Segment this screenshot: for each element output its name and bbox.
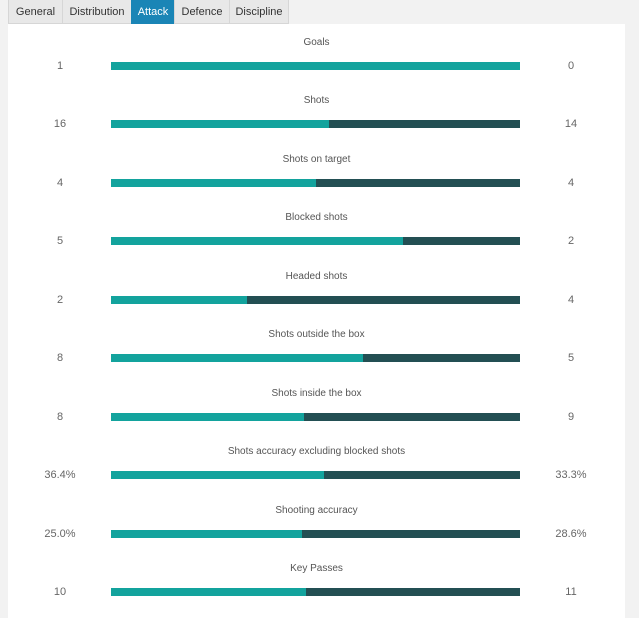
stat-row-blocked-shots: Blocked shots 5 2 — [8, 199, 625, 257]
home-value: 8 — [56, 352, 64, 364]
comparison-bar — [111, 237, 520, 245]
comparison-bar — [111, 296, 520, 304]
home-value: 4 — [56, 177, 64, 189]
comparison-bar — [111, 471, 520, 479]
attack-stats-panel: Goals 1 0 Shots 16 14 Shots on target 4 … — [8, 24, 625, 618]
away-value: 9 — [567, 411, 575, 423]
tab-general[interactable]: General — [8, 0, 63, 24]
home-share-fill — [111, 588, 306, 596]
stat-label: Shots inside the box — [271, 388, 362, 399]
stat-row-shooting-accuracy: Shooting accuracy 25.0% 28.6% — [8, 492, 625, 550]
home-share-fill — [111, 179, 316, 187]
comparison-bar — [111, 120, 520, 128]
comparison-bar — [111, 530, 520, 538]
home-share-fill — [111, 120, 329, 128]
home-value: 10 — [53, 586, 67, 598]
away-value: 28.6% — [555, 528, 587, 540]
tab-attack[interactable]: Attack — [131, 0, 175, 24]
stat-label: Blocked shots — [285, 212, 348, 223]
stats-tab-bar: General Distribution Attack Defence Disc… — [8, 0, 289, 24]
tab-distribution[interactable]: Distribution — [62, 0, 132, 24]
stat-row-shots: Shots 16 14 — [8, 82, 625, 140]
stat-label: Shots — [303, 95, 330, 106]
home-share-fill — [111, 471, 325, 479]
stat-label: Goals — [303, 37, 330, 48]
home-value: 1 — [56, 60, 64, 72]
home-value: 5 — [56, 235, 64, 247]
comparison-bar — [111, 588, 520, 596]
away-value: 14 — [564, 118, 578, 130]
comparison-bar — [111, 62, 520, 70]
stat-row-headed-shots: Headed shots 2 4 — [8, 258, 625, 316]
home-share-fill — [111, 296, 248, 304]
comparison-bar — [111, 413, 520, 421]
stat-row-shots-outside-box: Shots outside the box 8 5 — [8, 316, 625, 374]
home-share-fill — [111, 413, 304, 421]
away-value: 11 — [565, 586, 577, 598]
home-share-fill — [111, 237, 404, 245]
home-value: 2 — [56, 294, 64, 306]
away-value: 5 — [567, 352, 575, 364]
stat-row-shots-accuracy-excluding-blocked: Shots accuracy excluding blocked shots 3… — [8, 433, 625, 491]
home-value: 25.0% — [44, 528, 76, 540]
stat-label: Shooting accuracy — [275, 505, 358, 516]
home-share-fill — [111, 354, 363, 362]
stat-label: Key Passes — [290, 563, 343, 574]
away-value: 0 — [567, 60, 575, 72]
home-share-fill — [111, 530, 302, 538]
stat-label: Shots on target — [282, 154, 351, 165]
home-value: 8 — [56, 411, 64, 423]
comparison-bar — [111, 179, 520, 187]
stat-row-key-passes: Key Passes 10 11 — [8, 550, 625, 608]
stat-label: Shots accuracy excluding blocked shots — [227, 446, 406, 457]
away-value: 33.3% — [555, 469, 587, 481]
away-value: 4 — [567, 294, 575, 306]
stat-label: Shots outside the box — [268, 329, 365, 340]
home-value: 16 — [53, 118, 67, 130]
tab-defence[interactable]: Defence — [174, 0, 230, 24]
stat-row-shots-on-target: Shots on target 4 4 — [8, 141, 625, 199]
away-value: 4 — [567, 177, 575, 189]
away-value: 2 — [567, 235, 575, 247]
comparison-bar — [111, 354, 520, 362]
home-value: 36.4% — [44, 469, 76, 481]
tab-discipline[interactable]: Discipline — [229, 0, 289, 24]
stat-row-shots-inside-box: Shots inside the box 8 9 — [8, 375, 625, 433]
stat-row-goals: Goals 1 0 — [8, 24, 625, 82]
stat-label: Headed shots — [285, 271, 348, 282]
home-share-fill — [111, 62, 520, 70]
